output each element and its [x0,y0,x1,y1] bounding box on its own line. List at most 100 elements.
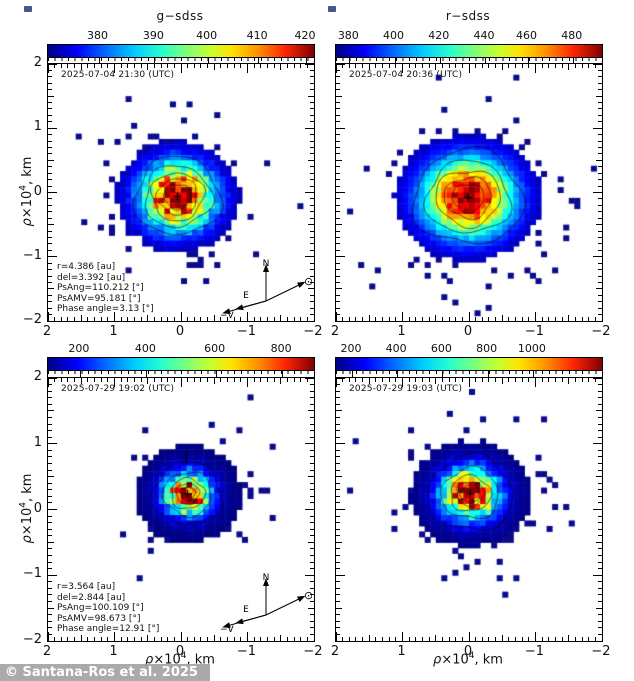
x-tick-label: 0 [463,644,473,659]
x-tick-label: 2 [330,324,340,339]
neg-velocity-arrow [226,614,267,627]
annotation-line: del=2.844 [au] [57,592,126,603]
orientation-compass: N ⊙ E −V [220,573,312,633]
annotation-line: r=3.564 [au] [57,582,116,592]
colorbar-tick-labels: 380 400 420 440 460 480 [335,29,601,43]
colorbar-tick-label: 410 [246,29,268,42]
colorbar-tick-label: 1000 [517,342,546,355]
y-tick-label: −2 [22,312,42,327]
colorbar-tick-label: 380 [337,29,359,42]
plot-panel-bottom-right: 2025-07-29 19:03 (UTC) [335,377,603,642]
x-tick-label: −2 [591,644,611,659]
colorbar-tick-label: 400 [383,29,405,42]
colorbar-tick-label: 600 [204,342,226,355]
x-tick-label: −1 [236,644,257,659]
colorbar-major-tick [207,58,209,64]
colorbar-tick-label: 200 [68,342,90,355]
credit-watermark: © Santana-Ros et al. 2025 [0,664,210,681]
colorbar-tick-label: 800 [270,342,292,355]
colorbar-major-tick [258,58,260,64]
x-tick-label: −2 [591,324,611,339]
panel-title-r-sdss: r−sdss [445,9,491,23]
y-tick-label: −1 [22,247,42,263]
colorbar-major-tick [397,371,399,377]
orbit-annotations: r=3.564 [au] del=2.844 [au] PsAng=100.109 … [57,582,159,635]
x-tick-label: 2 [42,324,52,339]
colorbar-tick-labels: 380 390 400 410 420 [47,29,315,43]
panel-title-g-sdss: g−sdss [156,9,204,23]
annotation-line: del=3.392 [au] [57,272,126,283]
colorbar-major-tick [351,371,353,377]
plot-panel-bottom-left: 2025-07-29 19:02 (UTC) r=3.564 [au] del=2… [47,377,315,642]
x-tick-label: −2 [303,324,323,339]
x-tick-label: 0 [175,324,185,339]
colorbar-gradient [47,44,315,58]
coma-heatmap [336,378,602,641]
colorbar-tick-label: 400 [196,29,218,42]
colorbar-tick-label: 600 [430,342,452,355]
annotation-line: PsAMV=98.673 [°] [57,613,141,624]
colorbar-axis-ticks [47,371,315,377]
smudge-artifact [328,6,336,12]
y-tick-label: −2 [22,632,42,647]
colorbar-tick-labels: 200 400 600 800 1000 [335,342,601,356]
coma-heatmap [48,64,314,321]
colorbar-tick-label: 390 [142,29,164,42]
y-tick-label: 1 [33,119,42,135]
north-label: N [263,259,270,269]
observation-timestamp: 2025-07-04 20:36 (UTC) [349,70,463,80]
plot-panel-top-right: 2025-07-04 20:36 (UTC) [335,63,603,322]
colorbar-tick-label: 420 [428,29,450,42]
x-tick-label: −1 [524,324,545,339]
x-tick-label: 2 [42,644,52,659]
colorbar-tick-label: 400 [385,342,407,355]
annotation-line: PsAng=100.109 [°] [57,603,144,613]
north-label: N [263,573,270,583]
annotation-line: Phase angle=3.13 [°] [57,304,154,314]
annotation-line: Phase angle=12.91 [°] [57,624,160,634]
y-tick-label: 2 [33,55,42,70]
x-axis-title: ρ×104, km [145,651,215,668]
colorbar-major-tick [79,371,81,377]
orbit-annotations: r=4.386 [au] del=3.392 [au] PsAng=110.212 … [57,262,154,315]
colorbar-tick-label: 420 [294,29,316,42]
x-tick-label: −1 [236,324,257,339]
x-tick-label: 0 [463,324,473,339]
colorbar-major-tick [215,371,217,377]
colorbar-tick-label: 460 [516,29,538,42]
neg-velocity-label: −V [220,625,235,633]
x-tick-label: −2 [303,644,323,659]
colorbar-axis-ticks [335,371,603,377]
colorbar-tick-label: 800 [476,342,498,355]
sun-symbol: ⊙ [304,589,312,602]
x-tick-label: 1 [397,644,406,659]
colorbar-major-tick [439,58,441,64]
x-tick-label: 2 [330,644,340,659]
y-tick-label: 2 [33,369,42,384]
colorbar-tick-labels: 200 400 600 800 [47,342,313,356]
colorbar-major-tick [572,58,574,64]
colorbar-major-tick [349,58,351,64]
colorbar-tick-label: 200 [340,342,362,355]
plot-panel-top-left: 2025-07-04 21:30 (UTC) r=4.386 [au] del=3… [47,63,315,322]
colorbar-major-tick [98,58,100,64]
colorbar-tick-label: 480 [561,29,583,42]
colorbar-major-tick [154,58,156,64]
colorbar-major-tick [146,371,148,377]
colorbar-major-tick [487,371,489,377]
colorbar-major-tick [484,58,486,64]
observation-timestamp: 2025-07-29 19:03 (UTC) [349,384,463,394]
x-tick-label: −1 [524,644,545,659]
sun-symbol: ⊙ [304,275,312,288]
east-label: E [243,605,249,615]
sun-arrow [265,597,302,616]
annotation-line: r=4.386 [au] [57,262,116,272]
y-axis-title: ρ×104, km [18,473,35,544]
y-tick-label: 1 [33,434,42,450]
y-tick-label: 0 [33,500,42,516]
colorbar-axis-ticks [47,58,315,64]
observation-timestamp: 2025-07-29 19:02 (UTC) [61,384,175,394]
colorbar-major-tick [394,58,396,64]
y-tick-label: 0 [33,183,42,199]
colorbar-gradient [335,44,603,58]
